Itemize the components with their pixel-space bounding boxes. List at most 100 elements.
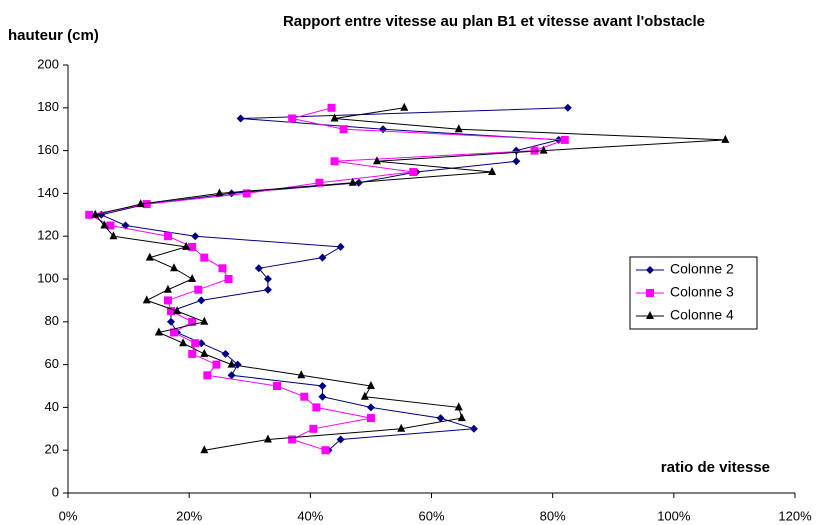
x-tick-label: 100%	[657, 508, 691, 523]
marker	[166, 307, 175, 316]
marker	[106, 221, 115, 230]
y-tick-label: 160	[37, 142, 59, 157]
marker	[409, 168, 418, 176]
chart-title: Rapport entre vitesse au plan B1 et vite…	[283, 13, 705, 30]
marker	[142, 295, 151, 304]
marker	[242, 189, 251, 198]
marker	[163, 232, 172, 241]
marker	[646, 289, 654, 297]
marker	[721, 134, 730, 143]
marker	[263, 434, 272, 443]
marker	[212, 360, 221, 369]
marker	[200, 445, 209, 454]
marker	[336, 242, 345, 251]
marker	[263, 285, 272, 294]
marker	[136, 199, 145, 208]
marker	[273, 382, 282, 390]
marker	[330, 113, 339, 122]
legend-label: Colonne 2	[670, 261, 734, 277]
marker	[200, 316, 209, 325]
marker	[397, 423, 406, 432]
marker	[200, 253, 209, 262]
marker	[100, 220, 109, 229]
y-axis-label: hauteur (cm)	[8, 27, 99, 44]
marker	[188, 317, 197, 326]
marker	[221, 349, 230, 358]
marker	[454, 124, 463, 133]
marker	[203, 371, 212, 380]
marker	[197, 339, 206, 348]
marker	[142, 200, 151, 209]
marker	[191, 339, 200, 348]
marker	[309, 424, 318, 433]
marker	[300, 392, 309, 401]
marker	[170, 328, 179, 337]
y-tick-label: 100	[37, 270, 59, 285]
marker	[315, 178, 324, 187]
marker	[348, 177, 357, 186]
marker	[218, 264, 227, 273]
marker	[288, 114, 297, 123]
marker	[530, 146, 539, 155]
marker	[179, 338, 188, 347]
x-tick-label: 20%	[176, 508, 202, 523]
marker	[366, 403, 375, 412]
marker	[336, 435, 345, 444]
marker	[400, 102, 409, 111]
marker	[563, 103, 572, 112]
marker	[173, 306, 182, 315]
marker	[163, 284, 172, 293]
marker	[254, 264, 263, 273]
marker	[154, 327, 163, 336]
marker	[200, 348, 209, 357]
marker	[227, 371, 236, 380]
marker	[327, 103, 336, 112]
marker	[360, 391, 369, 400]
y-tick-label: 0	[52, 484, 59, 499]
marker	[170, 263, 179, 272]
marker	[236, 114, 245, 123]
marker	[646, 266, 654, 274]
marker	[288, 435, 297, 444]
marker	[436, 414, 445, 423]
marker	[454, 402, 463, 411]
marker	[263, 275, 272, 283]
marker	[227, 189, 236, 198]
marker	[297, 370, 306, 379]
marker	[227, 359, 236, 368]
marker	[318, 382, 327, 390]
y-tick-label: 40	[45, 399, 59, 414]
marker	[539, 145, 548, 154]
marker	[512, 157, 521, 166]
legend-label: Colonne 4	[670, 307, 734, 323]
marker	[512, 146, 521, 155]
marker	[372, 156, 381, 165]
marker	[188, 274, 197, 282]
x-tick-label: 60%	[418, 508, 444, 523]
marker	[188, 242, 197, 251]
marker	[194, 285, 203, 294]
marker	[488, 167, 497, 175]
x-tick-label: 80%	[540, 508, 566, 523]
marker	[469, 424, 478, 433]
y-tick-label: 20	[45, 442, 59, 457]
marker	[182, 241, 191, 250]
marker	[145, 252, 154, 261]
x-axis-label: ratio de vitesse	[661, 459, 770, 476]
marker	[215, 188, 224, 197]
marker	[109, 231, 118, 240]
series-line	[87, 107, 565, 451]
marker	[560, 135, 569, 144]
marker	[646, 311, 654, 319]
y-tick-label: 180	[37, 99, 59, 114]
y-tick-label: 60	[45, 356, 59, 371]
x-tick-label: 0%	[59, 508, 78, 523]
marker	[330, 157, 339, 166]
marker	[188, 349, 197, 358]
marker	[166, 317, 175, 326]
y-tick-label: 80	[45, 313, 59, 328]
y-tick-label: 200	[37, 56, 59, 71]
marker	[457, 413, 466, 422]
marker	[366, 381, 375, 389]
